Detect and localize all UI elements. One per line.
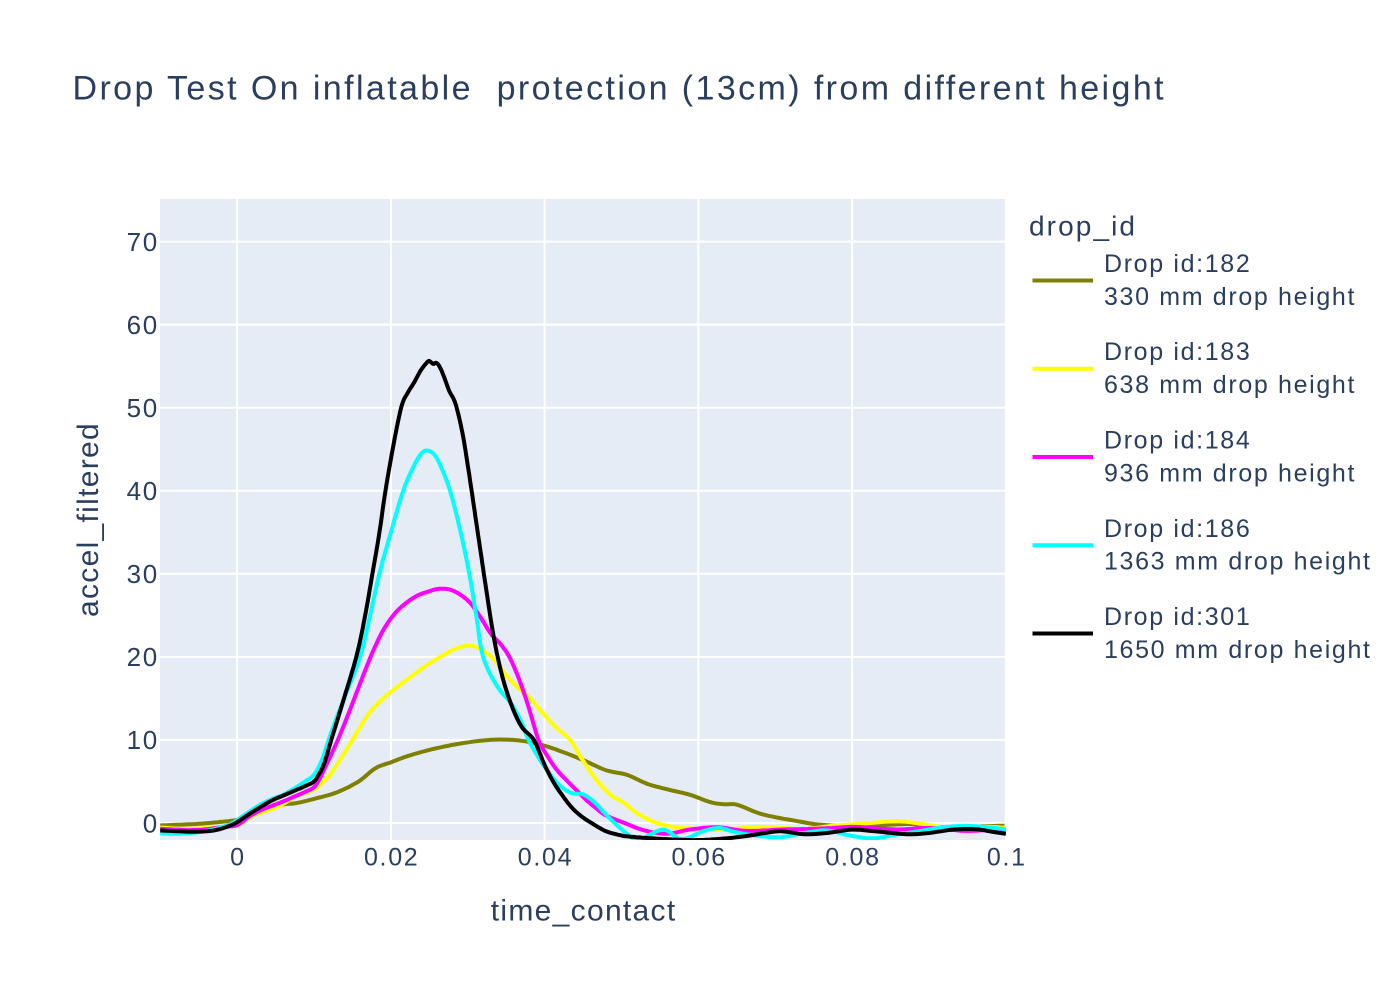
svg-text:330 mm drop height: 330 mm drop height: [1104, 283, 1356, 311]
svg-text:Drop id:186: Drop id:186: [1104, 515, 1251, 543]
svg-text:Drop id:184: Drop id:184: [1104, 427, 1251, 455]
svg-text:10: 10: [127, 725, 159, 755]
svg-text:0.02: 0.02: [364, 844, 419, 872]
svg-text:30: 30: [127, 559, 159, 589]
svg-text:20: 20: [127, 642, 159, 672]
svg-text:Drop Test On inflatable prote: Drop Test On inflatable protection (13cm…: [73, 69, 1166, 107]
svg-text:638 mm drop height: 638 mm drop height: [1104, 371, 1356, 399]
svg-text:0.04: 0.04: [518, 844, 573, 872]
svg-text:Drop id:301: Drop id:301: [1104, 603, 1251, 631]
svg-text:0: 0: [143, 808, 159, 838]
svg-text:0: 0: [230, 844, 246, 872]
svg-text:0.1: 0.1: [987, 844, 1027, 872]
svg-text:40: 40: [127, 476, 159, 506]
svg-text:Drop id:182: Drop id:182: [1104, 250, 1251, 278]
svg-text:1650 mm drop height: 1650 mm drop height: [1104, 636, 1372, 664]
svg-text:Drop id:183: Drop id:183: [1104, 338, 1251, 366]
svg-text:50: 50: [127, 393, 159, 423]
svg-text:60: 60: [127, 310, 159, 340]
svg-text:drop_id: drop_id: [1029, 210, 1137, 241]
svg-text:time_contact: time_contact: [491, 895, 677, 928]
svg-text:accel_filtered: accel_filtered: [72, 422, 105, 617]
svg-text:1363 mm drop height: 1363 mm drop height: [1104, 548, 1372, 576]
svg-text:0.06: 0.06: [671, 844, 726, 872]
svg-text:0.08: 0.08: [825, 844, 880, 872]
svg-text:70: 70: [127, 227, 159, 257]
svg-text:936 mm drop height: 936 mm drop height: [1104, 459, 1356, 487]
